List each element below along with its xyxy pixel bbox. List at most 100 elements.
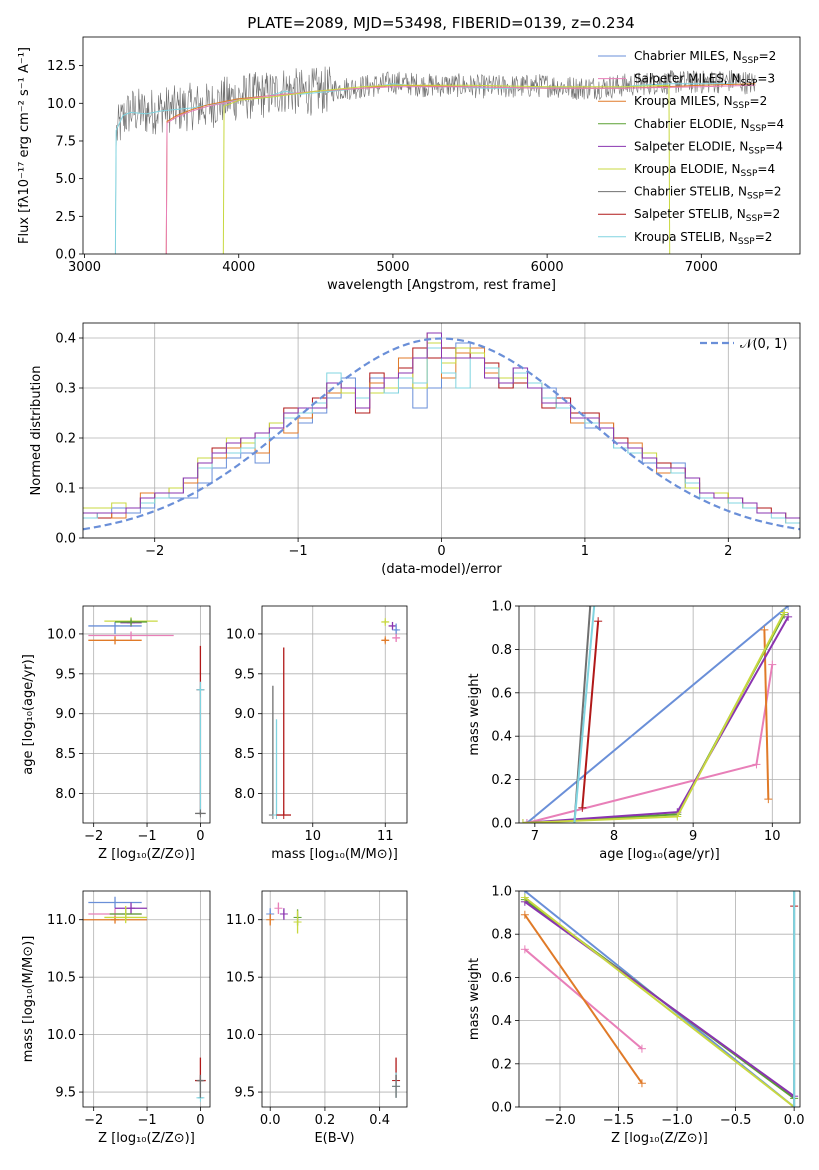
x-tick-label: 7 bbox=[531, 829, 539, 844]
figure-title: PLATE=2089, MJD=53498, FIBERID=0139, z=0… bbox=[247, 14, 634, 32]
y-tick-label: 0.2 bbox=[55, 432, 76, 447]
legend-entry: Salpeter ELODIE, NSSP=4 bbox=[634, 139, 783, 156]
y-tick-label: 10.0 bbox=[226, 1028, 255, 1043]
y-tick-label: 0.6 bbox=[491, 971, 512, 986]
legend-entry: Kroupa MILES, NSSP=2 bbox=[634, 94, 767, 111]
x-axis-label: Z [log₁₀(Z/Z⊙)] bbox=[611, 1131, 708, 1146]
x-tick-label: 4000 bbox=[222, 260, 255, 275]
legend-entry: Chabrier MILES, NSSP=2 bbox=[634, 49, 776, 66]
y-tick-label: 9.5 bbox=[55, 1086, 76, 1101]
mass-vs-metallicity-panel: −2 −1 0 9.5 10.0 10.5 11.0 Z [log₁₀(Z/Z⊙)] mass … bbox=[21, 890, 211, 1146]
y-tick-label: 12.5 bbox=[47, 59, 76, 74]
y-axis-label: mass [log₁₀(M/M⊙)] bbox=[21, 936, 36, 1063]
plot-area bbox=[268, 617, 401, 820]
residual-histogram-panel: −2 −1 0 1 2 0.0 0.1 0.2 0.3 0.4 (data-model)/error… bbox=[29, 322, 801, 577]
x-tick-label: −1 bbox=[289, 544, 308, 559]
y-tick-label: 9.0 bbox=[55, 707, 76, 722]
x-axis-label: Z [log₁₀(Z/Z⊙)] bbox=[98, 1131, 195, 1146]
age-vs-metallicity-panel: −2 −1 0 8.0 8.5 9.0 9.5 10.0 Z [log₁₀(Z/Z⊙)] age … bbox=[21, 605, 211, 862]
y-tick-label: 0.0 bbox=[55, 532, 76, 547]
x-tick-label: 6000 bbox=[531, 260, 564, 275]
y-tick-label: 1.0 bbox=[491, 885, 512, 900]
x-tick-label: 0.0 bbox=[260, 1113, 281, 1128]
y-tick-label: 0.6 bbox=[491, 686, 512, 701]
y-tick-label: 0.8 bbox=[491, 643, 512, 658]
y-tick-label: 10.5 bbox=[47, 971, 76, 986]
y-tick-label: 8.5 bbox=[234, 747, 255, 762]
y-tick-label: 10.5 bbox=[226, 971, 255, 986]
legend-entry: Salpeter STELIB, NSSP=2 bbox=[634, 207, 780, 224]
axes-frame bbox=[82, 322, 801, 539]
spectrum-line bbox=[222, 84, 671, 254]
y-axis-label: mass weight bbox=[467, 673, 482, 755]
y-axis-label: Normed distribution bbox=[29, 366, 44, 496]
y-tick-label: 10.0 bbox=[47, 627, 76, 642]
axes-frame bbox=[82, 36, 801, 255]
y-tick-label: 5.0 bbox=[55, 172, 76, 187]
series-line bbox=[524, 896, 795, 1107]
y-tick-label: 0.0 bbox=[491, 1101, 512, 1116]
plot-area bbox=[83, 332, 800, 531]
x-axis-label: age [log₁₀(age/yr)] bbox=[599, 847, 720, 862]
histogram-step bbox=[83, 332, 800, 519]
y-tick-label: 9.5 bbox=[234, 667, 255, 682]
x-tick-label: 5000 bbox=[376, 260, 409, 275]
x-tick-label: 10 bbox=[304, 829, 321, 844]
y-tick-label: 0.4 bbox=[55, 332, 76, 347]
legend-entry: 𝒩(0, 1) bbox=[740, 337, 787, 352]
x-tick-label: 9 bbox=[689, 829, 697, 844]
spectrum-line bbox=[165, 84, 756, 254]
y-tick-label: 8.5 bbox=[55, 747, 76, 762]
x-tick-label: −1.0 bbox=[661, 1113, 693, 1128]
x-tick-label: 0.0 bbox=[784, 1113, 805, 1128]
axes-frame bbox=[518, 605, 801, 824]
axes-frame bbox=[261, 890, 408, 1108]
y-tick-label: 2.5 bbox=[55, 210, 76, 225]
spectrum-line bbox=[115, 66, 756, 254]
y-tick-label: 0.0 bbox=[491, 817, 512, 832]
y-tick-label: 1.0 bbox=[491, 600, 512, 615]
y-tick-label: 7.5 bbox=[55, 134, 76, 149]
legend-entry: Chabrier ELODIE, NSSP=4 bbox=[634, 117, 784, 134]
x-tick-label: 11 bbox=[377, 829, 394, 844]
axes-frame bbox=[82, 605, 211, 824]
y-tick-label: 0.2 bbox=[491, 1057, 512, 1072]
x-tick-label: 0 bbox=[196, 829, 204, 844]
legend-entry: Kroupa STELIB, NSSP=2 bbox=[634, 230, 772, 247]
mass-weight-vs-metallicity-panel: −2.0 −1.5 −1.0 −0.5 0.0 0.0 0.2 0.4 0.6 0.8 1.0 Z [… bbox=[467, 885, 804, 1147]
normal-curve bbox=[83, 337, 800, 531]
x-axis-label: Z [log₁₀(Z/Z⊙)] bbox=[98, 847, 195, 862]
x-tick-label: −2 bbox=[84, 1113, 103, 1128]
y-tick-label: 0.2 bbox=[491, 773, 512, 788]
y-tick-label: 11.0 bbox=[226, 913, 255, 928]
y-tick-label: 0.0 bbox=[55, 248, 76, 263]
plot-area bbox=[519, 606, 793, 823]
y-axis-label: age [log₁₀(age/yr)] bbox=[21, 654, 36, 775]
legend-entry: Kroupa ELODIE, NSSP=4 bbox=[634, 162, 775, 179]
series-line bbox=[526, 664, 774, 823]
plot-area bbox=[114, 66, 756, 254]
y-tick-label: 10.0 bbox=[47, 97, 76, 112]
series-line bbox=[524, 914, 643, 1084]
plot-area bbox=[520, 891, 799, 1107]
series-line bbox=[524, 900, 795, 1098]
x-tick-label: 3000 bbox=[68, 260, 101, 275]
legend: Chabrier MILES, NSSP=2 Salpeter MILES, NS… bbox=[598, 49, 784, 247]
x-tick-label: 2 bbox=[724, 544, 732, 559]
y-tick-label: 0.3 bbox=[55, 382, 76, 397]
x-tick-label: −0.5 bbox=[720, 1113, 752, 1128]
plot-area bbox=[88, 617, 206, 818]
plot-area bbox=[266, 902, 401, 1098]
y-tick-label: 0.8 bbox=[491, 928, 512, 943]
spectrum-panel: 3000 4000 5000 6000 7000 0.0 2.5 5.0 7.5 10.0 12.5… bbox=[17, 36, 801, 293]
x-tick-label: 1 bbox=[581, 544, 589, 559]
x-axis-label: E(B-V) bbox=[314, 1131, 354, 1146]
series-line bbox=[581, 621, 600, 808]
x-tick-label: 0.4 bbox=[369, 1113, 390, 1128]
y-axis-label: mass weight bbox=[467, 958, 482, 1040]
axes-frame bbox=[518, 890, 801, 1108]
y-axis-label: Flux [fλ10⁻¹⁷ erg cm⁻² s⁻¹ A⁻¹] bbox=[17, 47, 32, 244]
x-tick-label: 8 bbox=[610, 829, 618, 844]
x-tick-label: 0 bbox=[437, 544, 445, 559]
x-tick-label: −1.5 bbox=[603, 1113, 635, 1128]
